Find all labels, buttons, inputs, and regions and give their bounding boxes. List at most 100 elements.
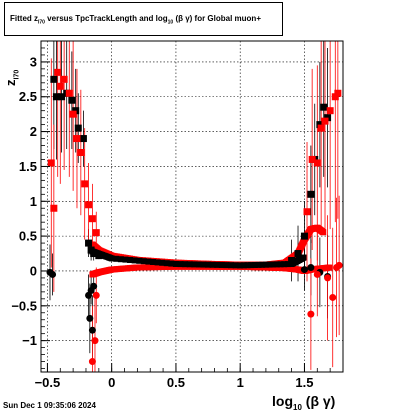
data-point-square bbox=[54, 68, 62, 76]
band-marker bbox=[262, 261, 269, 268]
band-marker bbox=[244, 262, 251, 269]
band-marker bbox=[209, 261, 216, 268]
data-point-square bbox=[50, 75, 58, 83]
band-marker bbox=[108, 255, 115, 262]
band-marker bbox=[248, 262, 255, 269]
data-point-circle bbox=[86, 314, 94, 322]
y-tick-label: 2 bbox=[30, 124, 37, 139]
band-marker bbox=[113, 255, 120, 262]
band-marker bbox=[168, 260, 175, 267]
data-point-square bbox=[79, 135, 87, 143]
data-point-square bbox=[74, 124, 82, 132]
data-point-circle bbox=[92, 291, 100, 299]
data-point-square bbox=[85, 201, 93, 209]
data-point-square bbox=[92, 229, 100, 237]
band-marker bbox=[177, 261, 184, 268]
band-marker bbox=[117, 256, 124, 263]
data-point-circle bbox=[300, 266, 308, 274]
band-marker bbox=[281, 261, 288, 268]
band-marker bbox=[205, 261, 212, 268]
band-marker bbox=[163, 260, 170, 267]
data-point-square bbox=[90, 250, 98, 258]
x-tick-label: 0.5 bbox=[167, 375, 185, 390]
band-marker bbox=[240, 262, 247, 269]
data-point-square bbox=[73, 135, 81, 143]
band-marker bbox=[195, 261, 202, 268]
data-point-square bbox=[47, 159, 55, 167]
data-point-circle bbox=[307, 263, 315, 271]
data-point-square bbox=[313, 159, 321, 167]
data-point-square bbox=[69, 110, 77, 118]
y-tick-label: 0 bbox=[30, 263, 37, 278]
data-point-square bbox=[95, 252, 103, 260]
data-point-square bbox=[88, 215, 96, 223]
x-label-sub: 10 bbox=[293, 402, 302, 412]
band-marker bbox=[145, 258, 152, 265]
band-marker bbox=[284, 261, 291, 268]
band-marker bbox=[127, 257, 134, 264]
band-marker bbox=[172, 260, 179, 267]
band-marker bbox=[154, 259, 161, 266]
data-point-square bbox=[288, 257, 296, 265]
title-prefix: Fitted z bbox=[10, 14, 38, 23]
band-marker bbox=[300, 254, 307, 261]
data-point-square bbox=[307, 190, 315, 198]
data-point-circle bbox=[88, 358, 96, 366]
title-middle: versus TpcTrackLength and log bbox=[44, 14, 168, 23]
data-point-square bbox=[60, 75, 68, 83]
data-point-circle bbox=[313, 270, 321, 278]
band-marker bbox=[228, 262, 235, 269]
band-marker bbox=[218, 261, 225, 268]
band-marker bbox=[131, 257, 138, 264]
band-marker bbox=[186, 261, 193, 268]
data-point-square bbox=[85, 239, 93, 247]
band-marker bbox=[149, 258, 156, 265]
data-point-square bbox=[77, 148, 85, 156]
y-tick-label: −0.5 bbox=[11, 298, 37, 313]
y-tick-label: 1 bbox=[30, 194, 37, 209]
data-point-circle bbox=[324, 274, 332, 282]
band-marker bbox=[223, 262, 230, 269]
y-label-main: z bbox=[3, 79, 18, 87]
chart-title: Fitted zI70 versus TpcTrackLength and lo… bbox=[10, 14, 261, 26]
band-marker bbox=[122, 256, 129, 263]
data-point-square bbox=[56, 82, 64, 90]
data-point-square bbox=[317, 124, 325, 132]
x-tick-label: 0 bbox=[108, 375, 115, 390]
data-point-square bbox=[320, 103, 328, 111]
band-marker bbox=[259, 261, 266, 268]
data-point-square bbox=[326, 107, 334, 115]
data-point-square bbox=[334, 89, 342, 97]
data-point-square bbox=[65, 89, 73, 97]
title-sub2: 10 bbox=[167, 19, 174, 26]
data-point-circle bbox=[90, 282, 98, 290]
band-marker bbox=[232, 262, 239, 269]
data-point-circle bbox=[307, 310, 315, 318]
band-marker bbox=[182, 261, 189, 268]
data-point-square bbox=[300, 232, 308, 240]
band-marker bbox=[237, 262, 244, 269]
data-point-square bbox=[52, 93, 60, 101]
data-point-circle bbox=[88, 326, 96, 334]
x-tick-label: 1 bbox=[237, 375, 244, 390]
plot-frame bbox=[40, 40, 344, 373]
x-label-rest: (β γ) bbox=[301, 393, 336, 409]
band-marker bbox=[214, 261, 221, 268]
band-marker bbox=[277, 261, 284, 268]
data-point-circle bbox=[329, 293, 337, 301]
x-tick-label: 1.5 bbox=[295, 375, 313, 390]
data-point-square bbox=[303, 208, 311, 216]
data-point-square bbox=[68, 96, 76, 104]
band-marker bbox=[191, 261, 198, 268]
band-marker bbox=[136, 257, 143, 264]
data-point-square bbox=[58, 93, 66, 101]
band-marker bbox=[273, 261, 280, 268]
data-point-circle bbox=[335, 261, 343, 269]
data-point-square bbox=[321, 117, 329, 125]
x-tick-label: −0.5 bbox=[35, 375, 61, 390]
band-marker bbox=[270, 261, 277, 268]
band-marker bbox=[266, 261, 273, 268]
data-point-circle bbox=[91, 337, 99, 345]
data-point-square bbox=[294, 250, 302, 258]
